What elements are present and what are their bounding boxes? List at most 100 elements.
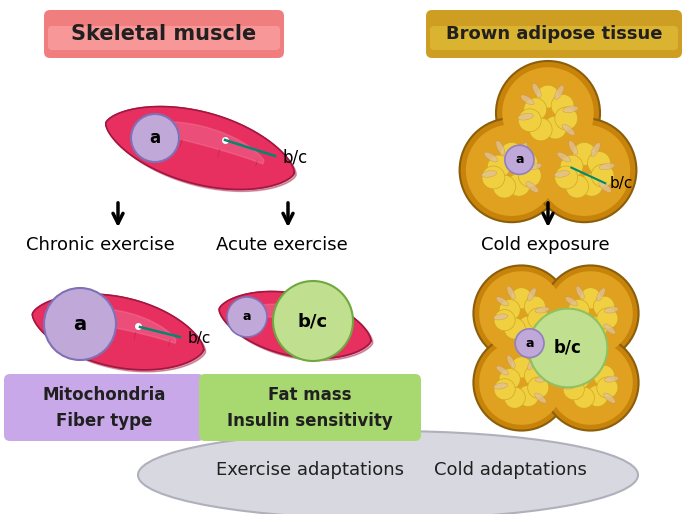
Ellipse shape bbox=[568, 141, 578, 155]
Text: a: a bbox=[243, 310, 251, 323]
Circle shape bbox=[480, 340, 564, 425]
Circle shape bbox=[597, 308, 618, 329]
Ellipse shape bbox=[604, 307, 618, 313]
Text: b/c: b/c bbox=[298, 312, 328, 330]
Polygon shape bbox=[61, 308, 176, 343]
Circle shape bbox=[482, 166, 505, 189]
Circle shape bbox=[529, 118, 552, 141]
Polygon shape bbox=[221, 293, 373, 360]
Text: a: a bbox=[515, 153, 524, 167]
Ellipse shape bbox=[496, 366, 509, 375]
Ellipse shape bbox=[596, 288, 606, 301]
Circle shape bbox=[544, 116, 567, 139]
Ellipse shape bbox=[576, 286, 584, 299]
Circle shape bbox=[514, 152, 538, 174]
Circle shape bbox=[580, 288, 601, 309]
Circle shape bbox=[480, 271, 564, 356]
Ellipse shape bbox=[518, 114, 533, 120]
Circle shape bbox=[502, 67, 594, 159]
Circle shape bbox=[505, 145, 534, 174]
Circle shape bbox=[473, 265, 569, 361]
Text: b/c: b/c bbox=[609, 176, 633, 191]
Ellipse shape bbox=[596, 357, 606, 370]
Text: a: a bbox=[74, 315, 87, 334]
FancyBboxPatch shape bbox=[44, 10, 284, 58]
Circle shape bbox=[528, 377, 549, 398]
Ellipse shape bbox=[563, 106, 578, 113]
Polygon shape bbox=[219, 291, 371, 359]
FancyBboxPatch shape bbox=[4, 374, 204, 441]
Circle shape bbox=[573, 318, 594, 339]
Polygon shape bbox=[245, 304, 346, 335]
Circle shape bbox=[517, 316, 539, 337]
Ellipse shape bbox=[535, 376, 550, 382]
Circle shape bbox=[555, 107, 578, 130]
Ellipse shape bbox=[554, 85, 564, 99]
Ellipse shape bbox=[494, 383, 508, 389]
Circle shape bbox=[594, 365, 615, 387]
Circle shape bbox=[537, 85, 559, 108]
Circle shape bbox=[573, 142, 596, 166]
Ellipse shape bbox=[535, 324, 546, 334]
Circle shape bbox=[44, 288, 116, 360]
Polygon shape bbox=[108, 108, 296, 191]
Circle shape bbox=[460, 118, 564, 222]
Circle shape bbox=[564, 379, 584, 400]
Polygon shape bbox=[32, 294, 204, 370]
Circle shape bbox=[528, 308, 549, 329]
Ellipse shape bbox=[554, 171, 570, 177]
Ellipse shape bbox=[138, 431, 638, 514]
Circle shape bbox=[494, 379, 515, 400]
Circle shape bbox=[528, 308, 608, 388]
Circle shape bbox=[538, 124, 630, 216]
Circle shape bbox=[587, 316, 608, 337]
Circle shape bbox=[517, 386, 539, 407]
Ellipse shape bbox=[576, 355, 584, 369]
Circle shape bbox=[533, 118, 636, 222]
Circle shape bbox=[524, 365, 545, 387]
Ellipse shape bbox=[521, 95, 534, 105]
Ellipse shape bbox=[526, 181, 538, 193]
Ellipse shape bbox=[526, 163, 542, 170]
Circle shape bbox=[515, 329, 544, 358]
Ellipse shape bbox=[496, 141, 505, 155]
Text: Fat mass
Insulin sensitivity: Fat mass Insulin sensitivity bbox=[227, 387, 393, 430]
Ellipse shape bbox=[591, 142, 601, 157]
Ellipse shape bbox=[535, 307, 550, 313]
Circle shape bbox=[587, 386, 608, 407]
Circle shape bbox=[504, 387, 525, 408]
Ellipse shape bbox=[535, 393, 546, 403]
Ellipse shape bbox=[528, 357, 536, 370]
Text: a: a bbox=[525, 337, 534, 350]
Text: b/c: b/c bbox=[282, 149, 307, 167]
Circle shape bbox=[568, 300, 589, 321]
Ellipse shape bbox=[562, 124, 575, 135]
Text: Cold adaptations: Cold adaptations bbox=[433, 461, 587, 479]
Circle shape bbox=[551, 94, 574, 117]
Ellipse shape bbox=[604, 376, 618, 382]
Ellipse shape bbox=[557, 152, 570, 162]
Ellipse shape bbox=[494, 314, 508, 320]
Ellipse shape bbox=[518, 142, 528, 157]
Circle shape bbox=[519, 109, 541, 132]
Circle shape bbox=[597, 377, 618, 398]
Circle shape bbox=[568, 369, 589, 390]
Circle shape bbox=[555, 166, 578, 189]
FancyBboxPatch shape bbox=[199, 374, 421, 441]
Ellipse shape bbox=[563, 383, 577, 389]
Circle shape bbox=[499, 300, 520, 321]
Circle shape bbox=[500, 142, 523, 166]
Text: b/c: b/c bbox=[554, 339, 582, 357]
Ellipse shape bbox=[603, 324, 615, 334]
Text: Brown adipose tissue: Brown adipose tissue bbox=[446, 25, 662, 43]
Circle shape bbox=[548, 271, 633, 356]
Circle shape bbox=[580, 173, 603, 196]
Circle shape bbox=[587, 152, 610, 174]
Circle shape bbox=[560, 155, 583, 178]
Polygon shape bbox=[106, 106, 294, 190]
Ellipse shape bbox=[532, 83, 541, 98]
Text: Acute exercise: Acute exercise bbox=[216, 236, 348, 254]
Text: Cold exposure: Cold exposure bbox=[481, 236, 609, 254]
Ellipse shape bbox=[566, 366, 578, 375]
Ellipse shape bbox=[566, 297, 578, 306]
